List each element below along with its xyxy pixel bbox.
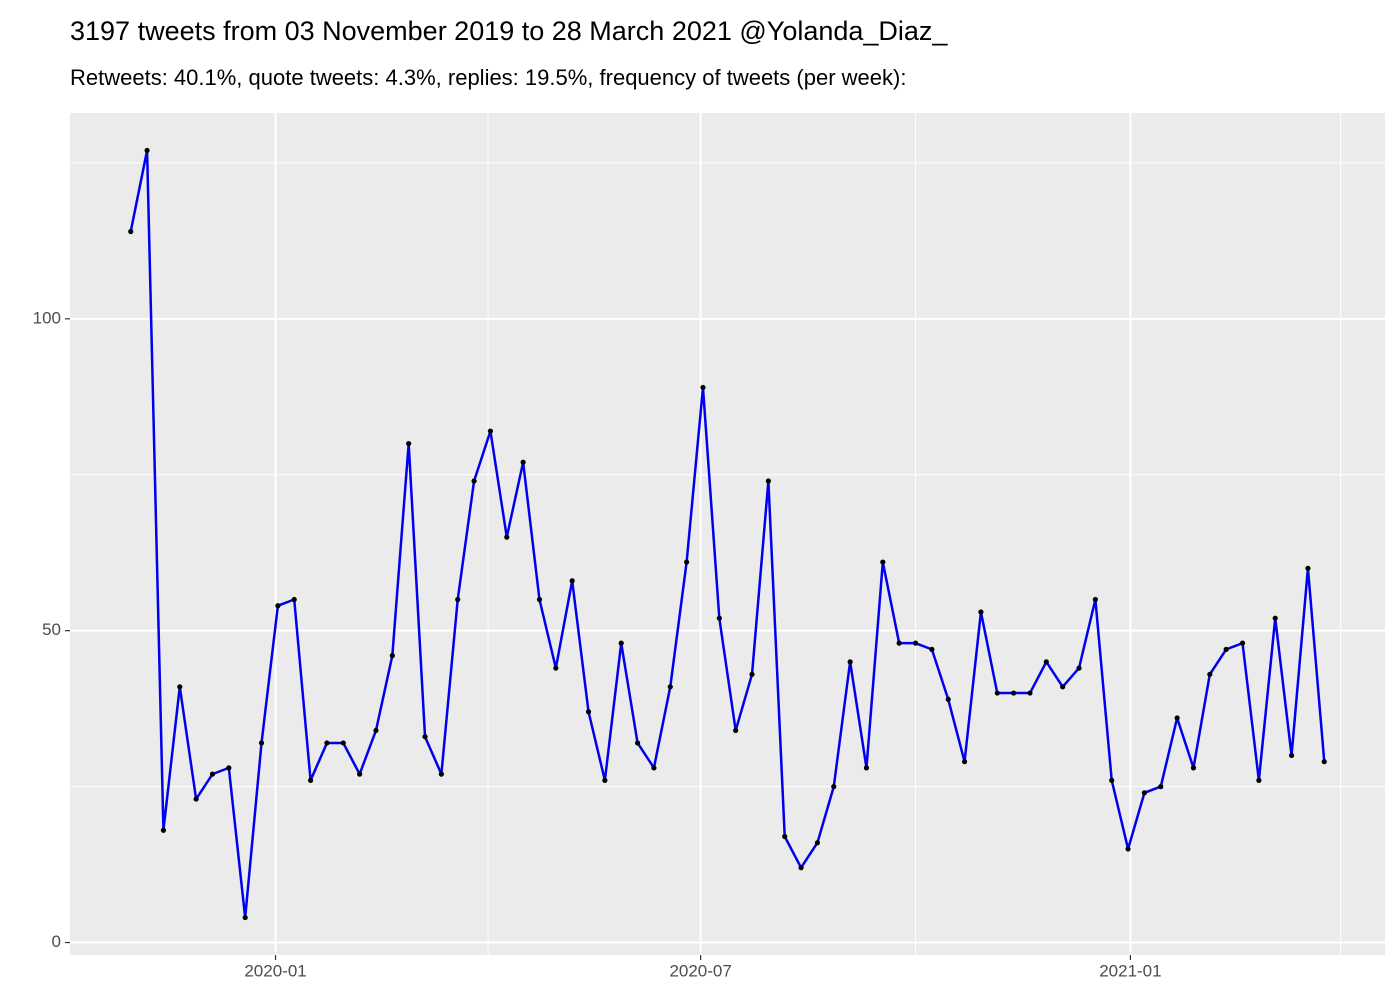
data-point	[585, 709, 592, 715]
data-point	[929, 646, 935, 652]
data-point	[1141, 790, 1148, 796]
data-point	[667, 684, 673, 690]
data-point	[471, 478, 477, 484]
data-point	[749, 671, 755, 677]
data-point	[994, 690, 1000, 696]
data-point	[618, 640, 624, 646]
data-point	[1207, 671, 1213, 677]
data-point	[389, 653, 395, 659]
data-point	[634, 740, 641, 746]
data-point	[1174, 715, 1180, 721]
data-point	[765, 478, 771, 484]
data-point	[1190, 765, 1197, 771]
data-point	[912, 640, 919, 646]
data-point	[536, 596, 543, 603]
data-point	[1272, 615, 1278, 621]
data-point	[422, 734, 428, 740]
y-tick-label: 100	[33, 308, 61, 327]
data-point	[1011, 690, 1017, 696]
data-point	[291, 596, 297, 603]
data-point	[863, 765, 870, 771]
data-point	[357, 771, 363, 777]
data-point	[520, 459, 526, 465]
data-point	[455, 596, 461, 603]
data-point	[340, 740, 346, 746]
data-point	[209, 771, 216, 777]
data-point	[177, 684, 183, 690]
data-point	[128, 228, 134, 235]
data-point	[144, 147, 150, 154]
data-point	[373, 727, 379, 734]
x-tick-label: 2020-07	[669, 961, 731, 980]
data-point	[1027, 690, 1033, 696]
data-point	[1288, 752, 1295, 759]
data-point	[307, 777, 314, 783]
chart-title: 3197 tweets from 03 November 2019 to 28 …	[70, 16, 948, 46]
data-point	[961, 759, 968, 765]
data-point	[226, 765, 232, 771]
data-point	[569, 578, 575, 584]
x-tick-label: 2020-01	[244, 961, 306, 980]
data-point	[1060, 684, 1066, 690]
data-point	[1321, 759, 1327, 765]
data-point	[847, 659, 853, 665]
data-point	[1125, 846, 1131, 852]
data-point	[193, 796, 199, 802]
data-point	[1109, 777, 1115, 783]
x-tick-label: 2021-01	[1099, 961, 1161, 980]
data-point	[1158, 784, 1164, 790]
data-point	[880, 559, 886, 565]
data-point	[945, 696, 951, 702]
data-point	[258, 740, 265, 746]
data-point	[504, 534, 510, 540]
data-point	[1256, 777, 1262, 783]
data-point	[1092, 596, 1098, 603]
data-point	[406, 440, 412, 447]
data-point	[275, 603, 281, 609]
plot-panel	[70, 113, 1385, 955]
data-point	[896, 640, 902, 646]
data-point	[684, 559, 690, 565]
data-point	[487, 428, 494, 434]
chart-subtitle: Retweets: 40.1%, quote tweets: 4.3%, rep…	[70, 65, 906, 90]
data-point	[798, 865, 804, 871]
data-point	[733, 727, 739, 734]
y-tick-label: 50	[42, 620, 61, 639]
data-point	[651, 765, 657, 771]
data-point	[602, 777, 608, 783]
data-point	[553, 665, 559, 671]
data-point	[700, 384, 706, 391]
data-point	[814, 840, 821, 846]
data-point	[1076, 665, 1082, 671]
data-point	[438, 771, 444, 777]
data-point	[1043, 659, 1049, 665]
y-tick-label: 0	[52, 932, 61, 951]
data-point	[1305, 565, 1311, 571]
data-point	[716, 615, 722, 621]
data-point	[782, 833, 788, 840]
data-point	[160, 827, 167, 833]
data-point	[1239, 640, 1246, 646]
data-point	[978, 609, 984, 615]
data-point	[1223, 646, 1229, 652]
data-point	[324, 740, 330, 746]
data-line	[129, 149, 1326, 919]
data-point	[242, 914, 248, 921]
data-point	[831, 784, 837, 790]
